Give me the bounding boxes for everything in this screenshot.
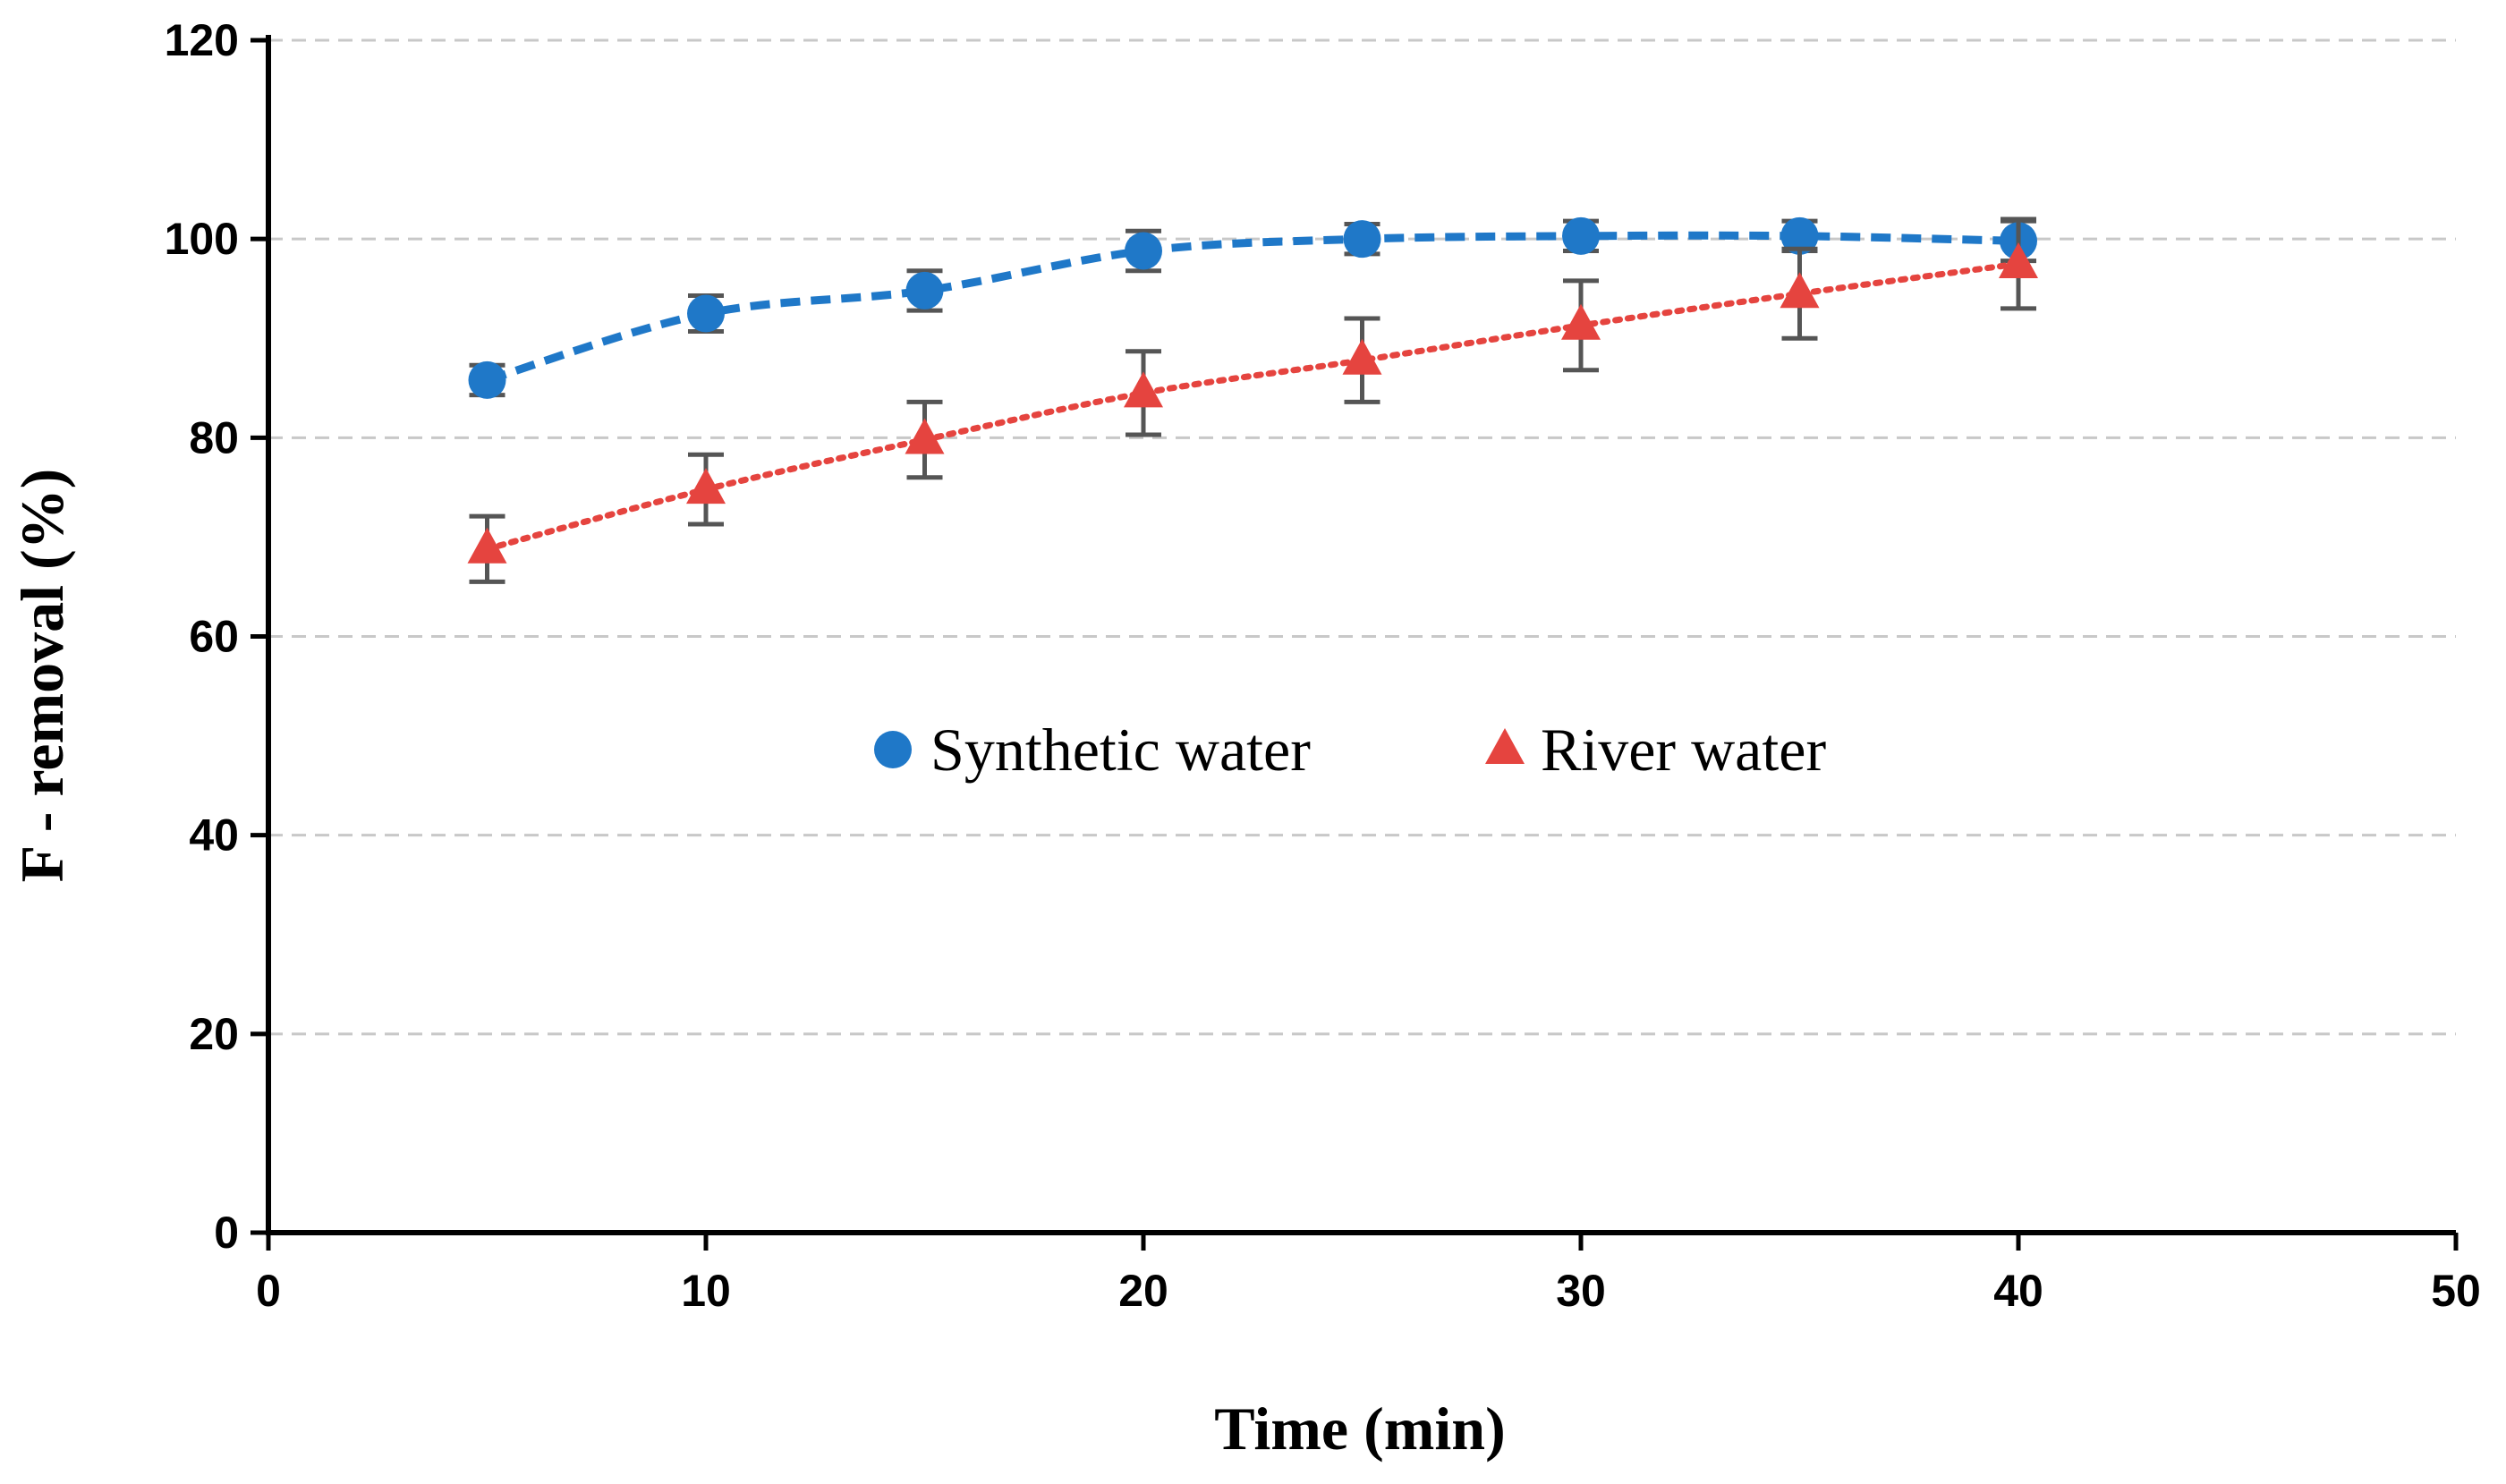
data-point-triangle bbox=[1999, 242, 2038, 278]
data-point-triangle bbox=[686, 468, 726, 505]
data-point-circle bbox=[1780, 216, 1819, 255]
x-tick-label: 20 bbox=[1118, 1266, 1168, 1316]
y-tick-label: 40 bbox=[189, 810, 239, 861]
legend-item-1: Synthetic water bbox=[874, 716, 1311, 784]
x-tick-label: 10 bbox=[681, 1266, 731, 1316]
series-1 bbox=[468, 216, 2037, 399]
data-point-triangle bbox=[1561, 303, 1601, 340]
legend-marker-triangle bbox=[1485, 728, 1525, 764]
y-tick-label: 60 bbox=[189, 612, 239, 662]
x-tick-label: 50 bbox=[2431, 1266, 2481, 1316]
data-point-triangle bbox=[1342, 338, 1382, 375]
data-point-circle bbox=[1562, 216, 1600, 255]
legend-label: Synthetic water bbox=[930, 716, 1311, 784]
tick-labels: 0 20 40 60 80 100 120 0 10 20 30 40 50 bbox=[165, 15, 2481, 1316]
grid-lines bbox=[268, 38, 2456, 1036]
data-point-triangle bbox=[1780, 272, 1820, 309]
series-line bbox=[484, 260, 2022, 553]
y-tick-label: 100 bbox=[165, 214, 239, 264]
y-tick-label: 20 bbox=[189, 1009, 239, 1059]
legend-label: River water bbox=[1541, 716, 1826, 784]
x-tick-label: 40 bbox=[1993, 1266, 2043, 1316]
y-tick-label: 120 bbox=[165, 15, 239, 65]
legend-item-2: River water bbox=[1485, 716, 1826, 784]
series-2 bbox=[467, 216, 2038, 584]
data-point-circle bbox=[905, 271, 944, 310]
x-axis-title: Time (min) bbox=[1214, 1395, 1506, 1463]
data-point-circle bbox=[468, 360, 506, 399]
data-point-circle bbox=[1125, 232, 1162, 270]
y-tick-label: 0 bbox=[214, 1208, 239, 1258]
legend: Synthetic water River water bbox=[874, 716, 1826, 784]
y-tick-label: 80 bbox=[189, 412, 239, 462]
data-point-circle bbox=[1343, 220, 1381, 259]
data-point-triangle bbox=[1124, 371, 1163, 408]
data-point-triangle bbox=[467, 527, 507, 564]
x-tick-label: 0 bbox=[256, 1266, 281, 1316]
axes bbox=[251, 35, 2459, 1251]
x-tick-label: 30 bbox=[1556, 1266, 1606, 1316]
y-axis-title: F - removal (%) bbox=[8, 469, 76, 883]
data-point-triangle bbox=[905, 418, 945, 454]
legend-marker-circle bbox=[874, 731, 912, 768]
data-point-circle bbox=[687, 294, 725, 333]
series-layer bbox=[467, 216, 2038, 584]
